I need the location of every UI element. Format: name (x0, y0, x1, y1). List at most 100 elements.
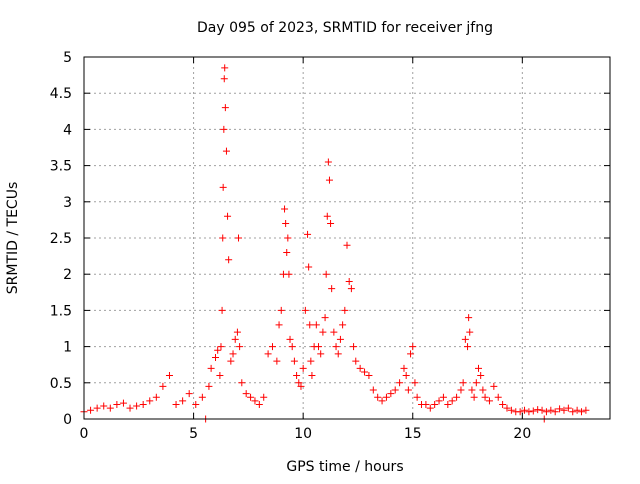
data-point (352, 357, 360, 365)
data-point (347, 285, 355, 293)
data-point (286, 335, 294, 343)
data-point (295, 379, 303, 387)
data-point (220, 75, 228, 83)
y-tick-label: 1.5 (50, 303, 72, 319)
data-point (374, 393, 382, 401)
data-point (407, 350, 415, 358)
data-point (382, 393, 390, 401)
data-point (560, 406, 568, 414)
data-point (315, 343, 323, 351)
data-point (260, 393, 268, 401)
x-axis-label: GPS time / hours (286, 459, 403, 475)
data-point (356, 364, 364, 372)
data-point (299, 364, 307, 372)
grid-layer (84, 57, 610, 419)
data-point (369, 386, 377, 394)
data-point (547, 406, 555, 414)
data-point (477, 372, 485, 380)
data-point (470, 393, 478, 401)
data-point (521, 406, 529, 414)
data-point (499, 401, 507, 409)
data-point (247, 393, 255, 401)
data-point (284, 234, 292, 242)
data-point (297, 382, 305, 390)
data-point (275, 321, 283, 329)
x-tick-label: 15 (404, 426, 422, 442)
data-point (472, 379, 480, 387)
data-point (448, 397, 456, 405)
data-point (413, 393, 421, 401)
data-point (411, 379, 419, 387)
data-point (402, 372, 410, 380)
data-point (307, 357, 315, 365)
data-point (185, 390, 193, 398)
y-tick-label: 4.5 (50, 86, 72, 102)
data-point (282, 220, 290, 228)
data-point (219, 234, 227, 242)
data-point (119, 399, 127, 407)
data-point (422, 401, 430, 409)
data-point (361, 368, 369, 376)
data-point (179, 397, 187, 405)
data-point (225, 256, 233, 264)
data-point (139, 401, 147, 409)
data-point (334, 350, 342, 358)
data-point (378, 397, 386, 405)
data-point (159, 382, 167, 390)
data-point (264, 350, 272, 358)
data-point (251, 397, 259, 405)
data-point (325, 176, 333, 184)
data-point (308, 372, 316, 380)
data-point (218, 306, 226, 314)
data-point (327, 220, 335, 228)
data-point (461, 335, 469, 343)
data-point (221, 104, 229, 112)
data-point (332, 343, 340, 351)
data-point (268, 343, 276, 351)
y-tick-label: 2.5 (50, 231, 72, 247)
data-point (485, 397, 493, 405)
y-tick-label: 3 (63, 195, 72, 211)
data-point (551, 408, 559, 416)
y-tick-label: 5 (63, 50, 72, 66)
data-point (341, 306, 349, 314)
data-point (212, 353, 219, 361)
data-point (339, 321, 347, 329)
data-point (494, 393, 502, 401)
data-point (221, 64, 229, 72)
y-tick-label: 0.5 (50, 376, 72, 392)
data-point (235, 234, 243, 242)
data-point (255, 401, 263, 409)
data-point (466, 328, 474, 336)
y-tick-label: 2 (63, 267, 72, 283)
y-tick-label: 0 (63, 412, 72, 428)
data-point (113, 401, 121, 409)
data-point (214, 346, 222, 354)
data-point (220, 125, 228, 133)
data-point (236, 343, 244, 351)
data-point (542, 408, 550, 416)
data-point (198, 393, 206, 401)
data-point (277, 306, 285, 314)
data-point (582, 406, 590, 414)
data-point (328, 285, 336, 293)
data-point (578, 408, 586, 416)
data-point (345, 277, 353, 285)
data-point (165, 372, 173, 380)
data-point (400, 364, 408, 372)
data-point (396, 379, 404, 387)
data-point (409, 343, 417, 351)
data-point (507, 406, 515, 414)
data-point (321, 314, 329, 322)
data-point (231, 335, 239, 343)
x-tick-label: 5 (189, 426, 198, 442)
data-point (172, 401, 180, 409)
data-point (304, 230, 312, 238)
data-point (343, 241, 351, 249)
data-point (503, 404, 511, 412)
data-point (93, 404, 101, 412)
data-point (227, 357, 235, 365)
data-point (242, 390, 250, 398)
